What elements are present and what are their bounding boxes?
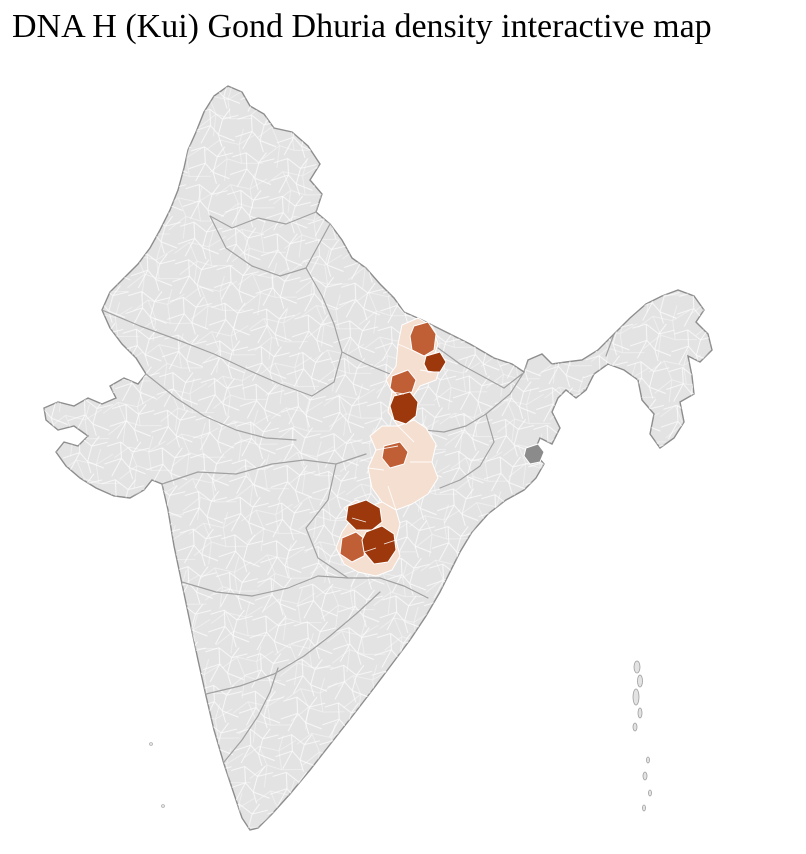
district-neutral-highlight[interactable] [523,443,545,465]
district-high-density[interactable] [361,525,397,565]
density-districts [335,317,447,577]
highlight-inner-district-lines [351,343,435,553]
district-medium-density[interactable] [381,441,409,469]
district-medium-density[interactable] [389,369,417,397]
state-borders [101,211,637,763]
district-low-density[interactable] [367,419,439,511]
lakshadweep-islands[interactable] [149,742,165,808]
district-medium-density[interactable] [339,531,367,563]
district-high-density[interactable] [423,351,447,373]
district-medium-density[interactable] [409,321,437,357]
district-high-density[interactable] [389,391,419,425]
district-high-density[interactable] [345,499,383,531]
map-title: DNA H (Kui) Gond Dhuria density interact… [12,8,712,45]
andaman-nicobar-islands[interactable] [632,660,652,812]
